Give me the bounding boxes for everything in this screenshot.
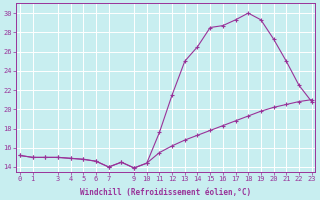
X-axis label: Windchill (Refroidissement éolien,°C): Windchill (Refroidissement éolien,°C) [80,188,251,197]
